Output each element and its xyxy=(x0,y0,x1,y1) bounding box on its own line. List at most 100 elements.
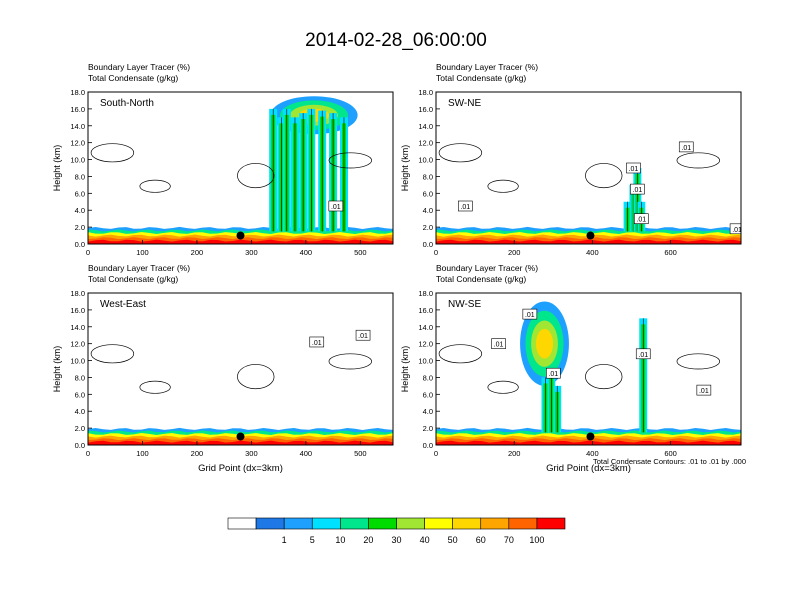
x-tick-label: 300 xyxy=(245,248,258,257)
y-tick-label: 2.0 xyxy=(423,223,433,232)
y-tick-label: 6.0 xyxy=(423,189,433,198)
condensate-contour-loop xyxy=(487,179,519,193)
panel-header-line: Boundary Layer Tracer (%) xyxy=(88,263,190,273)
condensate-contour-loop xyxy=(676,152,721,169)
x-axis-label: Grid Point (dx=3km) xyxy=(546,463,631,474)
y-tick-label: 16.0 xyxy=(418,105,433,114)
contour-label-box xyxy=(328,200,344,212)
contour-label-box xyxy=(458,200,473,212)
contour-label: .01 xyxy=(494,342,504,349)
colorbar-label: 100 xyxy=(529,535,544,545)
contour-label-box xyxy=(630,183,645,195)
colorbar-swatch xyxy=(536,517,566,530)
contour-label: .01 xyxy=(358,333,368,340)
colorbar-label: 40 xyxy=(420,535,430,545)
y-tick-label: 8.0 xyxy=(75,172,85,181)
y-tick-label: 2.0 xyxy=(75,223,85,232)
x-tick-label: 100 xyxy=(136,248,149,257)
colorbar-swatch xyxy=(340,517,369,530)
panel-name: South-North xyxy=(100,98,154,109)
panel-sw-ne: Boundary Layer Tracer (%)Total Condensat… xyxy=(400,62,742,257)
panel-name: SW-NE xyxy=(448,98,481,109)
condensate-contour-loop xyxy=(438,344,483,364)
contour-label-box xyxy=(522,308,538,320)
y-axis-label: Height (km) xyxy=(400,346,410,393)
x-tick-label: 400 xyxy=(300,449,313,458)
y-tick-label: 14.0 xyxy=(418,122,433,131)
contour-label: .01 xyxy=(548,371,558,378)
condensate-contour-loop xyxy=(487,380,519,394)
y-tick-label: 4.0 xyxy=(423,206,433,215)
plot-background xyxy=(436,293,741,445)
contour-label-box xyxy=(633,213,649,224)
panel-header-line: Boundary Layer Tracer (%) xyxy=(436,62,538,72)
location-marker xyxy=(236,231,245,240)
contour-label: .01 xyxy=(633,187,643,194)
x-tick-label: 600 xyxy=(664,248,677,257)
colorbar-label: 70 xyxy=(504,535,514,545)
y-tick-label: 4.0 xyxy=(75,407,85,416)
tracer-anvil-shade xyxy=(535,328,554,359)
y-tick-label: 16.0 xyxy=(70,306,85,315)
x-tick-label: 300 xyxy=(245,449,258,458)
condensate-contour-loop xyxy=(139,179,171,193)
panel-header-line: Total Condensate (g/kg) xyxy=(88,274,178,284)
colorbar-swatch xyxy=(311,517,341,530)
x-tick-label: 600 xyxy=(664,449,677,458)
plot-area: .01 xyxy=(88,92,393,244)
contour-label: .01 xyxy=(681,145,691,152)
panel-south-north: Boundary Layer Tracer (%)Total Condensat… xyxy=(52,62,394,257)
colorbar-legend: 1 5 10 20 30 40 50 60 70 100 xyxy=(227,517,566,545)
y-tick-label: 10.0 xyxy=(418,156,433,165)
y-tick-label: 18.0 xyxy=(418,289,433,298)
y-tick-label: 8.0 xyxy=(75,373,85,382)
panel-header-line: Total Condensate (g/kg) xyxy=(436,73,526,83)
plot-background xyxy=(88,293,393,445)
panel-frame xyxy=(87,292,394,446)
panel-name: West-East xyxy=(100,299,146,310)
condensate-contour-loop xyxy=(90,344,135,364)
panel-header-line: Boundary Layer Tracer (%) xyxy=(436,263,538,273)
y-tick-label: 14.0 xyxy=(418,323,433,332)
colorbar-swatch xyxy=(283,517,313,530)
condensate-contour-loop xyxy=(438,143,483,163)
y-tick-label: 0.0 xyxy=(423,240,433,249)
y-tick-label: 14.0 xyxy=(70,323,85,332)
x-tick-label: 400 xyxy=(586,449,599,458)
contour-label-box xyxy=(626,162,641,174)
colorbar-label: 20 xyxy=(363,535,373,545)
colorbar-swatch xyxy=(424,517,453,530)
x-tick-label: 200 xyxy=(508,449,521,458)
condensate-contour-loop xyxy=(585,364,623,390)
contour-note: Total Condensate Contours: .01 to .01 by… xyxy=(593,457,746,466)
contour-label: .01 xyxy=(636,217,646,224)
location-marker xyxy=(586,231,595,240)
contour-label: .01 xyxy=(629,166,639,173)
y-tick-label: 12.0 xyxy=(418,340,433,349)
contour-label: .01 xyxy=(732,227,742,234)
panel-frame xyxy=(87,91,394,245)
colorbar-label: 60 xyxy=(476,535,486,545)
panels-group: Boundary Layer Tracer (%)Total Condensat… xyxy=(52,62,742,474)
y-tick-label: 12.0 xyxy=(418,139,433,148)
figure-title: 2014-02-28_06:00:00 xyxy=(305,30,487,51)
y-tick-label: 14.0 xyxy=(70,122,85,131)
y-tick-label: 18.0 xyxy=(418,88,433,97)
condensate-contour-loop xyxy=(585,163,623,189)
location-marker xyxy=(236,432,245,441)
x-tick-label: 200 xyxy=(508,248,521,257)
contour-label: .01 xyxy=(638,352,648,359)
x-tick-label: 0 xyxy=(434,248,438,257)
panel-header-line: Total Condensate (g/kg) xyxy=(436,274,526,284)
contour-label-box xyxy=(635,348,651,360)
y-axis-label: Height (km) xyxy=(52,145,62,192)
contour-label: .01 xyxy=(525,312,535,319)
x-tick-label: 200 xyxy=(191,449,204,458)
y-tick-label: 6.0 xyxy=(75,390,85,399)
panel-west-east: Boundary Layer Tracer (%)Total Condensat… xyxy=(52,263,394,474)
plot-area: .01 .01 .01 .01 .01 xyxy=(436,293,741,445)
colorbar-label: 10 xyxy=(335,535,345,545)
tracer-band xyxy=(88,440,393,445)
y-tick-label: 12.0 xyxy=(70,340,85,349)
location-marker xyxy=(586,432,595,441)
